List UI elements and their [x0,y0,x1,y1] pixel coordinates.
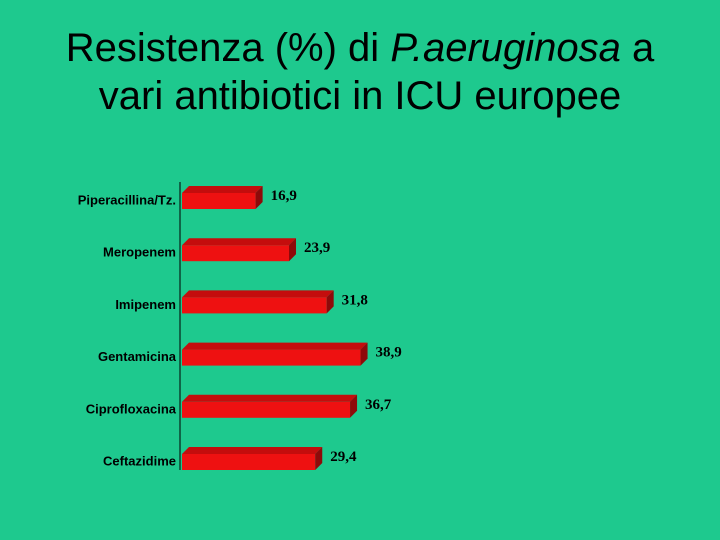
bar-meropenem [182,245,290,262]
value-label-ciprofloxacina: 36,7 [365,397,392,413]
bar-imipenem [182,297,327,314]
value-label-meropenem: 23,9 [304,240,330,256]
category-label-imipenem: Imipenem [115,297,176,312]
value-label-imipenem: 31,8 [342,292,368,308]
category-label-piperacillina-tz: Piperacillina/Tz. [78,193,176,208]
value-label-gentamicina: 38,9 [376,345,402,361]
value-label-ceftazidime: 29,4 [330,449,357,465]
bar-side-ciprofloxacina [350,394,358,418]
bar-side-meropenem [289,238,297,262]
category-label-meropenem: Meropenem [103,245,176,260]
category-label-gentamicina: Gentamicina [98,349,177,364]
bar-top-ceftazidime [182,447,323,454]
title-suffix: a [620,26,655,70]
title-species: P.aeruginosa [390,26,621,70]
title-prefix: Resistenza (%) di [65,26,391,70]
bar-ceftazidime [182,454,316,470]
bar-top-gentamicina [182,342,368,350]
title-line-1: Resistenza (%) di P.aeruginosa a [0,24,720,72]
value-label-piperacillina-tz: 16,9 [271,188,297,204]
bar-side-gentamicina [360,342,368,366]
bar-gentamicina [182,349,361,366]
bar-side-ceftazidime [315,447,323,470]
bar-top-piperacillina-tz [182,186,263,193]
bar-top-ciprofloxacina [182,394,358,402]
bar-top-imipenem [182,290,334,298]
bar-side-piperacillina-tz [255,186,263,209]
bar-side-imipenem [326,290,334,314]
slide-title: Resistenza (%) di P.aeruginosa a vari an… [0,24,720,120]
title-line-2: vari antibiotici in ICU europee [98,74,622,118]
category-label-ciprofloxacina: Ciprofloxacina [86,401,177,416]
category-label-ceftazidime: Ceftazidime [103,454,176,469]
bar-ciprofloxacina [182,401,351,418]
bar-piperacillina-tz [182,193,256,209]
bar-top-meropenem [182,238,297,246]
